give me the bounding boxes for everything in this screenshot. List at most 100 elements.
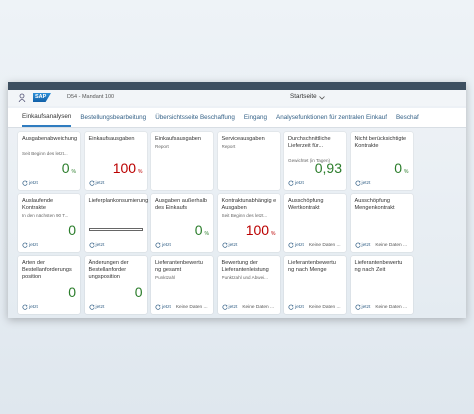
tile-value: 0 — [135, 284, 143, 300]
tile-value: 100% — [246, 222, 276, 238]
tile-title: Auslaufende Kontrakte — [22, 198, 54, 211]
tile-title: Änderungen der Bestellanforder ungsposit… — [88, 260, 129, 280]
tile-footer: jetzt Keine Daten ... — [155, 304, 208, 310]
tile-title: Kontraktunabhängig e Ausgaben — [221, 198, 277, 211]
refresh-icon — [222, 304, 228, 310]
refresh-icon — [355, 180, 361, 186]
tile[interactable]: Arten der Bestellanforderungs position 0 j… — [18, 256, 80, 314]
tile-title: Ausgaben außerhalb des Einkaufs — [155, 198, 207, 211]
refresh-icon — [22, 304, 28, 310]
tile-value: 0 — [68, 284, 76, 300]
kpi-unit: % — [138, 169, 143, 175]
tile[interactable]: Serviceausgaben Report — [217, 132, 280, 190]
tile-title: Serviceausgaben — [221, 136, 265, 142]
refresh-time: jetzt — [361, 304, 371, 310]
user-icon[interactable] — [18, 93, 26, 102]
tile[interactable]: Auslaufende Kontrakte In den nächsten 90 … — [18, 194, 80, 252]
tile-title: Ausschöpfung Mengenkontrakt — [354, 198, 395, 211]
kpi-value: 0 — [68, 222, 76, 238]
refresh-icon — [355, 304, 361, 310]
tab[interactable]: Übersichtsseite Beschaffung — [155, 114, 235, 121]
tab[interactable]: Bestellungsbearbeitung — [80, 114, 147, 121]
refresh-time: jetzt — [95, 242, 105, 248]
tile-title: Arten der Bestellanforderungs position — [22, 260, 72, 280]
refresh-time: jetzt — [95, 304, 105, 310]
kpi-value: 0 — [394, 160, 403, 176]
tile[interactable]: Lieferantenbewertu ng gesamt Punktzahl jet… — [151, 256, 213, 314]
kpi-value: 0 — [68, 284, 76, 300]
refresh-icon — [288, 180, 294, 186]
refresh-time: jetzt — [228, 242, 238, 248]
tab[interactable]: Analysefunktionen für zentralen Einkauf — [276, 114, 387, 121]
page-title[interactable]: Startseite — [290, 93, 317, 100]
tile[interactable]: Änderungen der Bestellanforder ungsposit… — [84, 256, 147, 314]
kpi-unit: % — [204, 231, 209, 237]
refresh-time: jetzt — [162, 242, 171, 248]
tile-subtitle: Gewichtet (in Tagen) — [288, 158, 331, 163]
tile-value: 0 — [68, 222, 76, 238]
refresh-icon — [355, 242, 361, 248]
tile-footer: jetzt Keine Daten ... — [288, 242, 341, 248]
tile[interactable]: Einkaufsausgaben 100% jetzt — [84, 132, 147, 190]
tile[interactable]: Kontraktunabhängig e Ausgaben Seit Beginn… — [217, 194, 280, 252]
tab[interactable]: Eingang — [243, 114, 267, 121]
tile-value: 0% — [62, 160, 76, 176]
tile-footer: jetzt — [355, 180, 370, 186]
tile-subtitle: Punktzahl — [155, 275, 176, 280]
refresh-icon — [89, 242, 95, 248]
refresh-time: jetzt — [295, 304, 304, 310]
tile-value: 0% — [195, 222, 209, 238]
tile[interactable]: Ausgabenabweichung Seit Beginn des letzt.… — [18, 132, 80, 190]
tile[interactable]: Durchschnittliche Lieferzeit für... Gewic… — [284, 132, 346, 190]
tile-subtitle: Report — [155, 144, 169, 149]
tile-title: Bewertung der Lieferantenleistung — [221, 260, 269, 273]
refresh-time: jetzt — [29, 180, 38, 186]
tile[interactable]: Bewertung der Lieferantenleistung Punktza… — [217, 256, 280, 314]
dropdown-icon[interactable] — [319, 96, 325, 100]
refresh-time: jetzt — [361, 242, 371, 248]
kpi-value: 0,93 — [314, 160, 342, 176]
tile[interactable]: Ausgaben außerhalb des Einkaufs 0% jetzt — [151, 194, 213, 252]
progress-bar — [88, 228, 143, 231]
tile-title: Lieferantenbewertu ng gesamt — [155, 260, 203, 273]
tile-status: Keine Daten ... — [175, 304, 208, 310]
tile[interactable]: Nicht berücksichtigte Kontrakte 0% jetzt — [350, 132, 413, 190]
tile[interactable]: Einkaufsausgaben Report — [151, 132, 213, 190]
top-bar — [8, 82, 466, 90]
tab-bar: Einkaufsanalysen Bestellungsbearbeitung Üb… — [8, 108, 466, 128]
refresh-icon — [22, 242, 28, 248]
refresh-time: jetzt — [29, 242, 38, 248]
tile-subtitle: In den nächsten 90 T... — [22, 213, 69, 218]
tile-subtitle: Seit Beginn des letzt... — [221, 213, 268, 218]
sap-logo[interactable]: SAP — [33, 93, 51, 102]
tile[interactable]: Lieferantenbewertu ng nach Zeit jetzt Kein… — [350, 256, 413, 314]
system-name: D54 - Mandant 100 — [67, 94, 115, 100]
tile-title: Nicht berücksichtigte Kontrakte — [354, 136, 407, 149]
tile[interactable]: Lieferantenbewertu ng nach Menge jetzt Kei… — [284, 256, 346, 314]
tile[interactable]: Ausschöpfung Wertkontrakt jetzt Keine Date… — [284, 194, 346, 252]
tile-footer: jetzt — [89, 180, 104, 186]
tile-title: Einkaufsausgaben — [88, 136, 135, 142]
tile-title: Lieferantenbewertu ng nach Menge — [288, 260, 336, 273]
tile-footer: jetzt Keine Daten ... — [222, 304, 274, 310]
shell-bar: SAP D54 - Mandant 100 Startseite — [8, 90, 466, 106]
tile-footer: jetzt Keine Daten ... — [288, 304, 341, 310]
tab[interactable]: Einkaufsanalysen — [22, 108, 72, 127]
tile-title: Einkaufsausgaben — [155, 136, 202, 142]
tile-footer: jetzt — [155, 242, 171, 248]
refresh-time: jetzt — [295, 242, 304, 248]
tile-value: 100% — [113, 160, 143, 176]
tile[interactable]: Ausschöpfung Mengenkontrakt jetzt Keine Da… — [350, 194, 413, 252]
kpi-value: 100 — [245, 222, 270, 238]
refresh-time: jetzt — [295, 180, 304, 186]
tile-status: Keine Daten ... — [308, 242, 341, 248]
tile-footer: jetzt Keine Daten ... — [355, 242, 407, 248]
tile[interactable]: Lieferplankonsumierung jetzt — [84, 194, 148, 252]
refresh-icon — [222, 242, 228, 248]
tab[interactable]: Beschaf — [395, 114, 419, 121]
refresh-time: jetzt — [162, 304, 171, 310]
refresh-icon — [89, 180, 95, 186]
refresh-time: jetzt — [228, 304, 238, 310]
tile-status: Keine Daten ... — [308, 304, 341, 310]
